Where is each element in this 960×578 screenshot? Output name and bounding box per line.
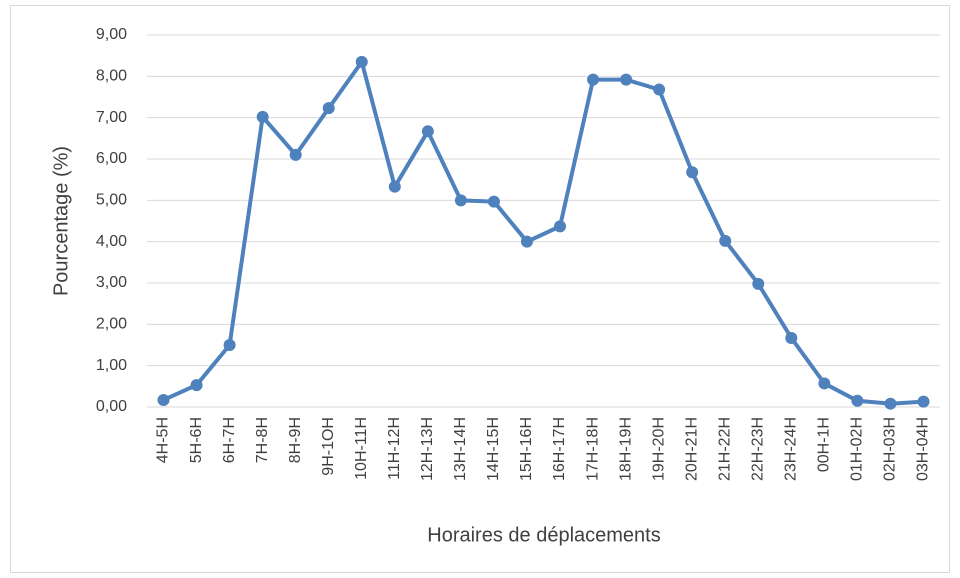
marker: [157, 393, 170, 406]
marker: [256, 110, 269, 123]
marker: [719, 234, 732, 247]
y-tick-label: 9,00: [96, 26, 127, 43]
x-tick-label: 22H-23H: [749, 417, 766, 481]
marker: [520, 235, 533, 248]
x-tick-label: 5H-6H: [188, 417, 205, 463]
x-tick-label: 13H-14H: [452, 417, 469, 481]
marker: [322, 102, 335, 115]
y-tick-label: 0,00: [96, 398, 127, 415]
marker: [190, 379, 203, 392]
x-tick-label: 03H-04H: [915, 417, 932, 481]
y-tick-label: 7,00: [96, 109, 127, 126]
x-tick-label: 01H-02H: [849, 417, 866, 481]
marker: [587, 73, 600, 86]
x-tick-label: 17H-18H: [584, 417, 601, 481]
marker: [785, 331, 798, 344]
x-tick-label: 9H-1OH: [320, 417, 337, 476]
marker: [454, 194, 467, 207]
x-tick-label: 4H-5H: [155, 417, 172, 463]
marker: [851, 394, 864, 407]
marker: [917, 395, 930, 408]
marker: [686, 166, 699, 179]
x-tick-label: 6H-7H: [221, 417, 238, 463]
marker: [388, 180, 401, 193]
x-tick-label: 10H-11H: [353, 417, 370, 480]
x-tick-label: 20H-21H: [683, 417, 700, 481]
x-tick-label: 23H-24H: [783, 417, 800, 481]
y-tick-label: 5,00: [96, 192, 127, 209]
marker: [884, 397, 897, 410]
marker: [554, 220, 567, 233]
marker: [421, 125, 434, 138]
x-tick-label: 19H-20H: [650, 417, 667, 481]
x-tick-label: 11H-12H: [386, 417, 403, 480]
marker: [752, 277, 765, 290]
x-tick-label: 21H-22H: [716, 417, 733, 481]
marker: [818, 377, 831, 390]
y-tick-label: 3,00: [96, 274, 127, 291]
x-tick-label: 12H-13H: [419, 417, 436, 481]
y-tick-label: 8,00: [96, 68, 127, 85]
y-tick-label: 4,00: [96, 233, 127, 250]
x-tick-label: 18H-19H: [617, 417, 634, 481]
chart-border: [10, 5, 950, 573]
x-tick-label: 15H-16H: [518, 417, 535, 481]
marker: [289, 148, 302, 161]
y-tick-label: 1,00: [96, 357, 127, 374]
line: [162, 59, 924, 406]
y-axis-title: Pourcentage (%): [50, 146, 72, 296]
x-tick-label: 8H-9H: [287, 417, 304, 463]
y-tick-label: 2,00: [96, 316, 127, 333]
marker: [487, 195, 500, 208]
x-tick-label: 02H-03H: [882, 417, 899, 481]
marker: [653, 83, 666, 96]
x-axis-title: Horaires de déplacements: [427, 524, 660, 546]
marker: [355, 55, 368, 68]
marker: [620, 73, 633, 86]
x-tick-label: 16H-17H: [551, 417, 568, 481]
x-tick-label: 00H-1H: [816, 417, 833, 472]
y-tick-label: 6,00: [96, 150, 127, 167]
x-tick-label: 14H-15H: [485, 417, 502, 481]
marker: [223, 339, 236, 351]
x-tick-label: 7H-8H: [254, 417, 271, 463]
